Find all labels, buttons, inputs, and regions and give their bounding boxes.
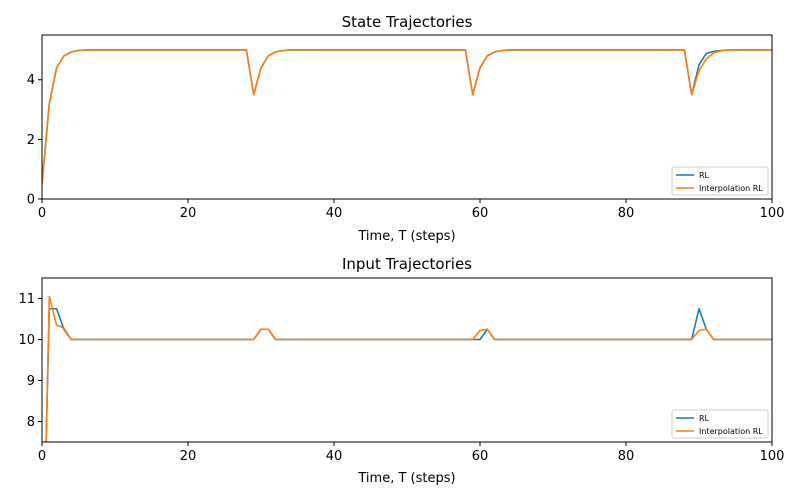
y-tick-label: 2 (27, 133, 35, 148)
x-tick-label: 80 (618, 206, 635, 221)
y-tick-label: 0 (27, 193, 35, 208)
x-axis-label: Time, T (steps) (357, 229, 455, 244)
series-line-interpolation-rl (42, 49, 772, 185)
x-tick-label: 40 (326, 206, 343, 221)
plot-frame (41, 277, 773, 443)
legend-label: Interpolation RL (699, 427, 763, 436)
y-tick-label: 4 (27, 73, 35, 88)
x-tick-label: 100 (760, 449, 785, 464)
chart-title: State Trajectories (342, 13, 473, 31)
legend-label: Interpolation RL (699, 184, 763, 193)
x-tick-label: 0 (38, 206, 46, 221)
x-tick-label: 0 (38, 449, 46, 464)
series-layer (42, 49, 772, 185)
tick-layer: 0 20 40 60 80 100 0 2 4 (27, 73, 785, 221)
input-trajectories-panel: Input Trajectories 0 20 40 60 80 100 8 9 10 11 Ti… (18, 255, 784, 486)
legend-label: RL (699, 414, 710, 423)
state-trajectories-panel: State Trajectories 0 20 40 60 80 100 0 2 4 Time,… (27, 13, 785, 244)
x-tick-label: 20 (180, 449, 197, 464)
legend: RL Interpolation RL (671, 409, 769, 439)
series-layer (45, 295, 772, 442)
x-tick-label: 60 (472, 206, 489, 221)
y-tick-label: 8 (27, 415, 35, 430)
legend-box (671, 409, 769, 439)
y-tick-label: 9 (27, 374, 35, 389)
x-tick-label: 20 (180, 206, 197, 221)
chart-title: Input Trajectories (342, 255, 472, 273)
tick-layer: 0 20 40 60 80 100 8 9 10 11 (18, 292, 784, 464)
y-tick-label: 10 (18, 333, 35, 348)
plot-frame (41, 34, 773, 200)
plot-area (42, 35, 772, 199)
plot-area (42, 278, 772, 442)
series-line-interpolation-rl (45, 295, 772, 442)
x-axis-label: Time, T (steps) (357, 471, 455, 486)
x-tick-label: 100 (760, 206, 785, 221)
legend: RL Interpolation RL (671, 166, 769, 196)
x-tick-label: 40 (326, 449, 343, 464)
x-tick-label: 60 (472, 449, 489, 464)
legend-label: RL (699, 171, 710, 180)
y-tick-label: 11 (18, 292, 35, 307)
legend-box (671, 166, 769, 196)
x-tick-label: 80 (618, 449, 635, 464)
